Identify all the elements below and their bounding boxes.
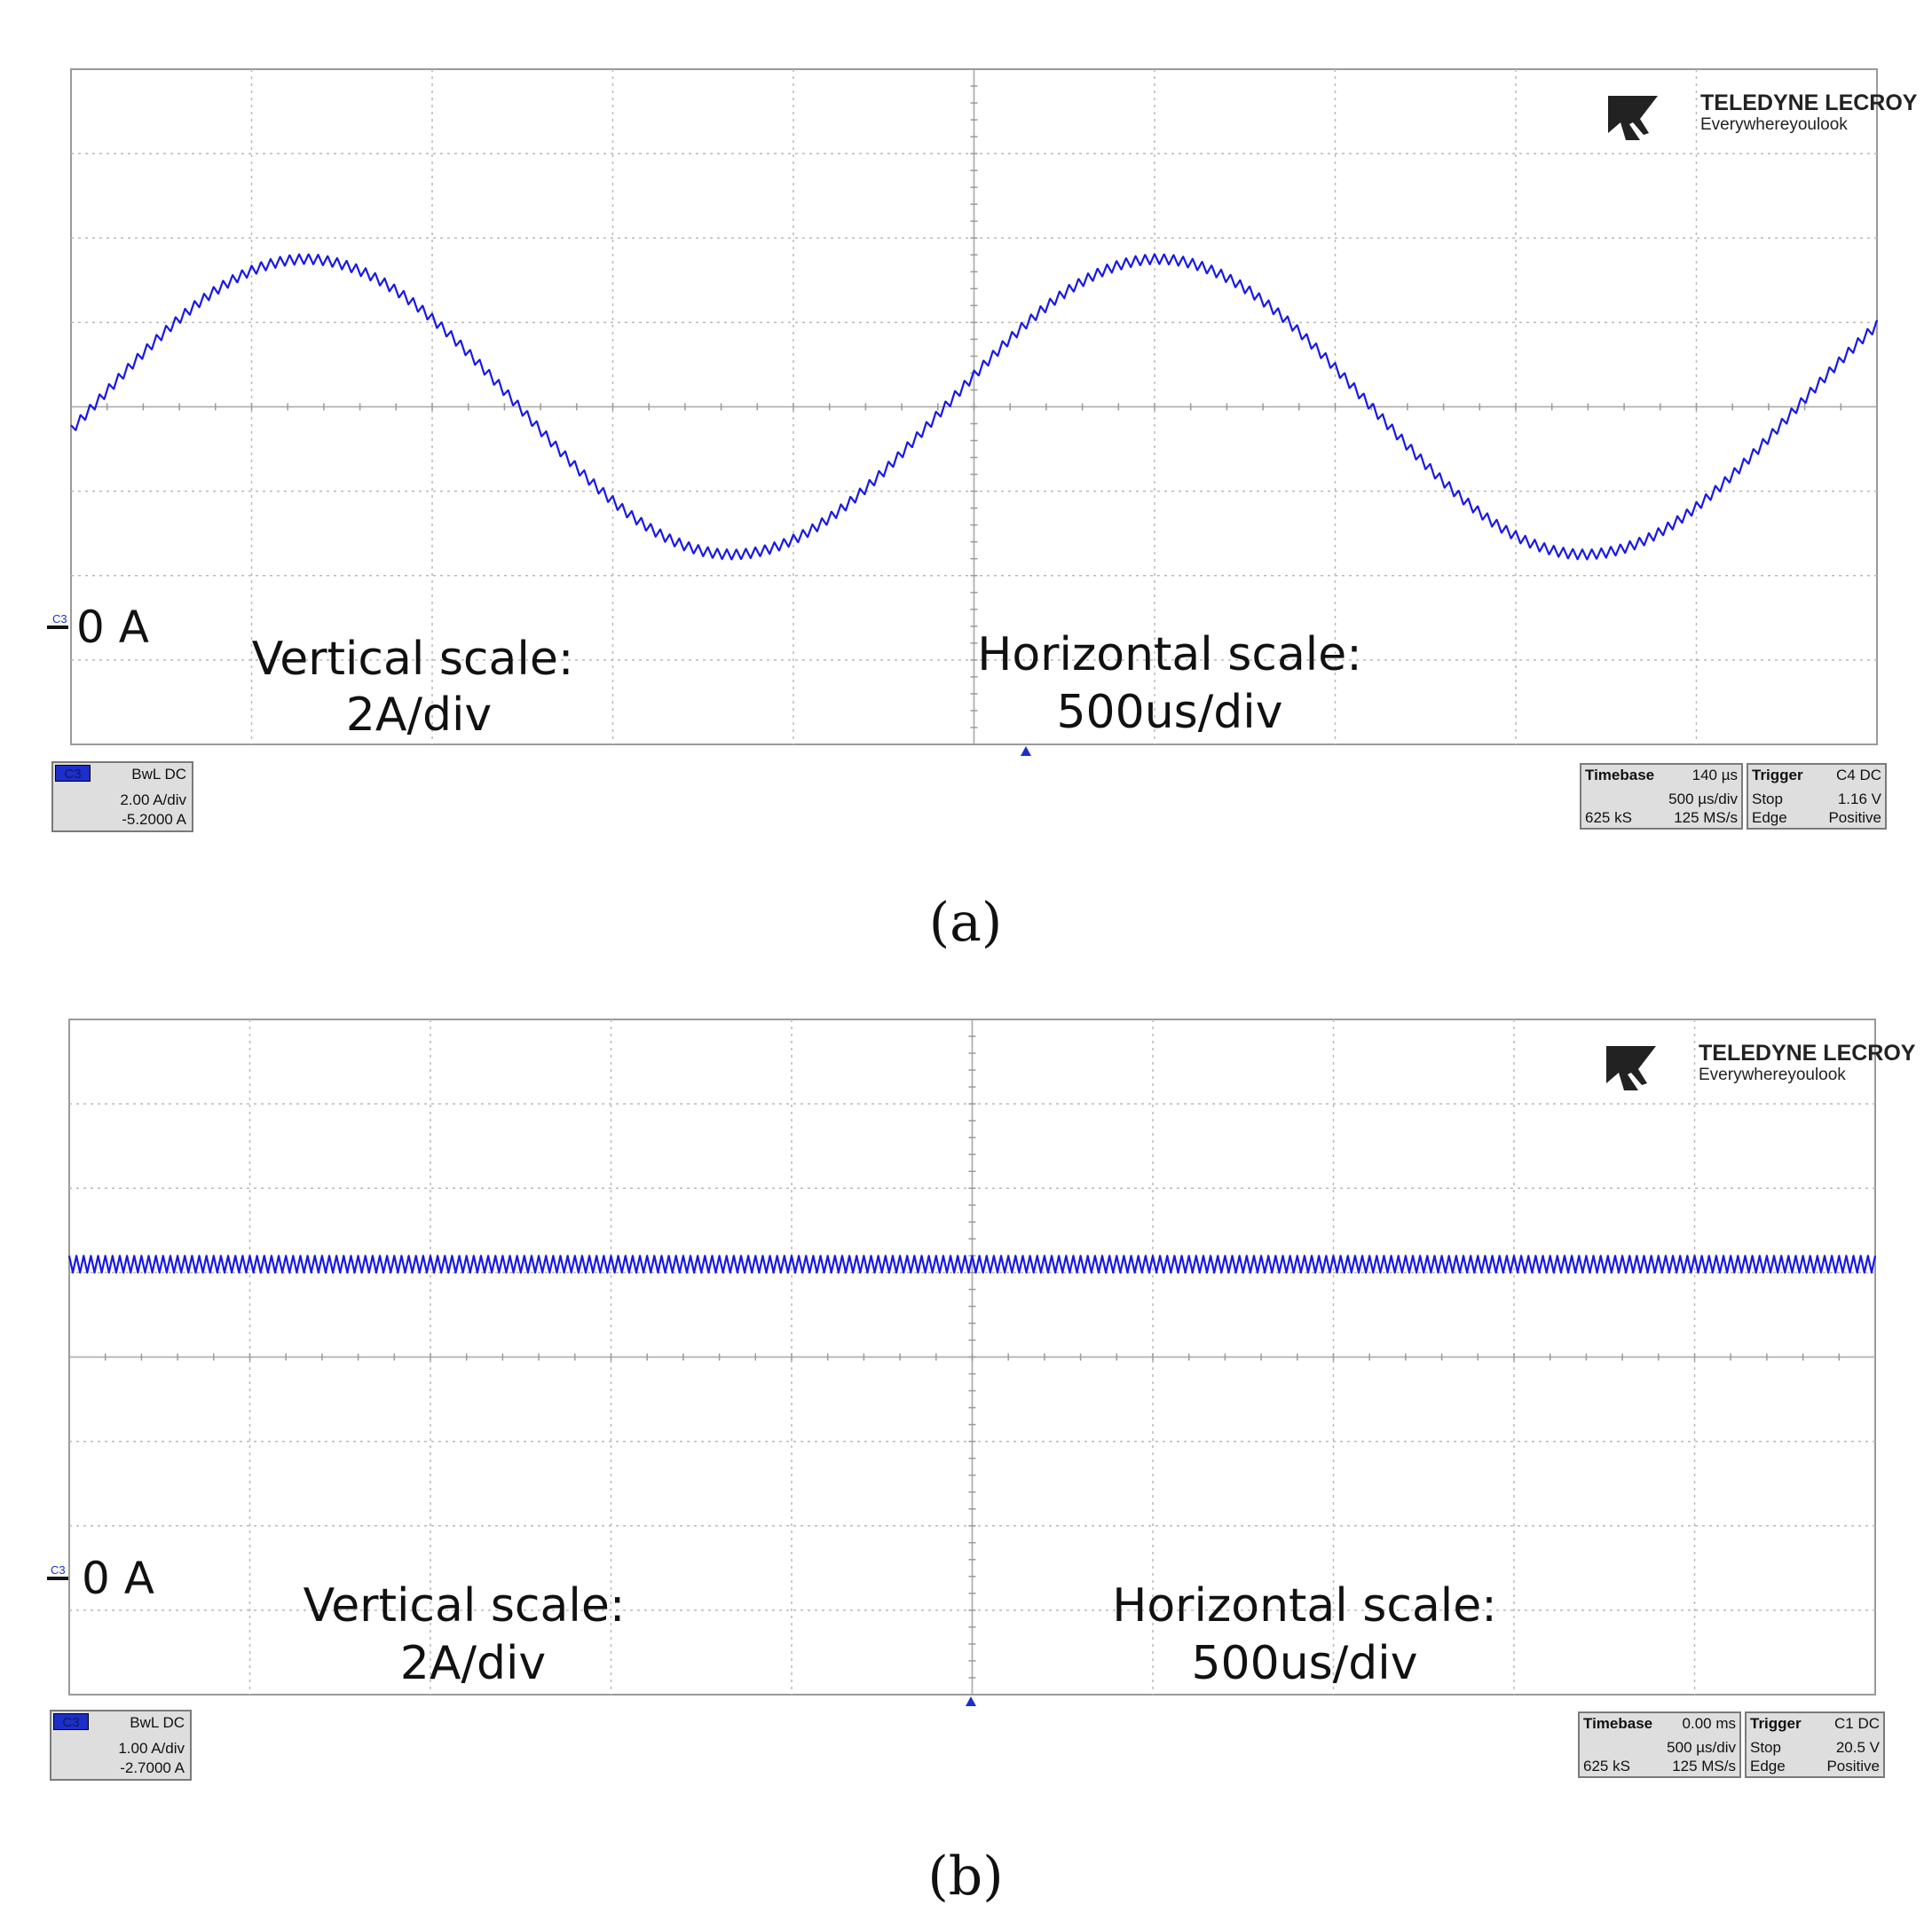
- zero-marker-channel: C3: [52, 612, 67, 626]
- trigger-box[interactable]: Trigger C4 DC Stop 1.16 V Edge Positive: [1747, 763, 1887, 830]
- channel-offset: -5.2000 A: [122, 811, 186, 828]
- brand-name: TELEDYNE LECROY: [1700, 90, 1918, 115]
- zero-marker-dash: [47, 1577, 68, 1580]
- zero-marker-label: 0 A: [76, 602, 149, 653]
- vertical-scale-label: Vertical scale:: [304, 1579, 626, 1633]
- timebase-rate: 125 MS/s: [1674, 809, 1738, 826]
- trigger-mode: Stop: [1750, 1739, 1781, 1756]
- horizontal-scale-value: 500us/div: [1191, 1637, 1417, 1690]
- brand-name: TELEDYNE LECROY: [1699, 1041, 1916, 1066]
- channel-scale: 2.00 A/div: [120, 791, 186, 808]
- vertical-scale-value: 2A/div: [400, 1637, 546, 1690]
- zero-marker: C3 0 A: [47, 602, 149, 653]
- trigger-title: Trigger: [1750, 1715, 1802, 1732]
- scope-plot-b: TELEDYNE LECROY Everywhereyoulook C3 0 A…: [47, 1019, 1916, 1706]
- timebase-rate: 125 MS/s: [1672, 1758, 1736, 1774]
- trigger-mode: Stop: [1752, 791, 1783, 807]
- channel-tag: C3: [53, 1713, 89, 1730]
- trigger-level: 1.16 V: [1837, 791, 1881, 807]
- timebase-title: Timebase: [1585, 767, 1655, 783]
- scope-panel-b: TELEDYNE LECROY Everywhereyoulook C3 0 A…: [0, 958, 1932, 1912]
- center-ticks: [68, 1019, 1876, 1696]
- channel-info-box[interactable]: C3 BwL DC 2.00 A/div -5.2000 A: [51, 761, 193, 832]
- scope-plot-a: TELEDYNE LECROY Everywhereyoulook C3 0 A…: [47, 68, 1918, 756]
- lecroy-logo-icon: [1606, 1046, 1656, 1090]
- panel-caption: (a): [928, 892, 1003, 954]
- current-trace: [70, 253, 1879, 561]
- scope-panel-a: TELEDYNE LECROY Everywhereyoulook C3 0 A…: [47, 68, 1918, 954]
- channel-scale: 1.00 A/div: [118, 1740, 185, 1757]
- panel-caption: (b): [927, 1845, 1004, 1908]
- lecroy-logo-icon: [1608, 96, 1658, 140]
- teledyne-lecroy-logo: TELEDYNE LECROY Everywhereyoulook: [1606, 1041, 1916, 1090]
- horizontal-scale-label: Horizontal scale:: [1112, 1579, 1497, 1633]
- timebase-samples: 625 kS: [1583, 1758, 1630, 1774]
- trigger-title: Trigger: [1752, 767, 1803, 783]
- timebase-box[interactable]: Timebase 140 µs 500 µs/div 625 kS 125 MS…: [1580, 763, 1743, 830]
- trigger-box[interactable]: Trigger C1 DC Stop 20.5 V Edge Positive: [1745, 1711, 1885, 1778]
- horizontal-scale-value: 500us/div: [1056, 686, 1282, 739]
- vertical-scale-label: Vertical scale:: [252, 633, 574, 686]
- center-ticks: [70, 68, 1878, 745]
- vertical-scale-value: 2A/div: [346, 688, 492, 742]
- channel-info-box[interactable]: C3 BwL DC 1.00 A/div -2.7000 A: [50, 1710, 192, 1781]
- channel-offset: -2.7000 A: [120, 1759, 185, 1776]
- trigger-slope: Positive: [1828, 809, 1881, 826]
- trigger-type: Edge: [1750, 1758, 1786, 1774]
- trigger-source: C4 DC: [1835, 767, 1881, 783]
- trigger-slope: Positive: [1826, 1758, 1880, 1774]
- channel-bandwidth: BwL DC: [131, 766, 186, 783]
- timebase-delay: 0.00 ms: [1682, 1715, 1736, 1732]
- brand-tagline: Everywhereyoulook: [1700, 115, 1848, 134]
- zero-marker: C3 0 A: [47, 1553, 154, 1604]
- trigger-position-marker: [966, 1696, 976, 1706]
- trigger-source: C1 DC: [1833, 1715, 1880, 1732]
- zero-marker-label: 0 A: [82, 1553, 154, 1604]
- trigger-position-marker: [1021, 746, 1031, 756]
- brand-tagline: Everywhereyoulook: [1699, 1066, 1846, 1084]
- channel-bandwidth: BwL DC: [130, 1714, 185, 1731]
- timebase-samples: 625 kS: [1585, 809, 1632, 826]
- timebase-scale: 500 µs/div: [1667, 1739, 1736, 1756]
- timebase-delay: 140 µs: [1691, 767, 1738, 783]
- zero-marker-dash: [47, 626, 68, 629]
- channel-tag: C3: [55, 765, 91, 782]
- zero-marker-channel: C3: [51, 1563, 66, 1577]
- trigger-level: 20.5 V: [1835, 1739, 1880, 1756]
- horizontal-scale-label: Horizontal scale:: [977, 628, 1362, 681]
- current-trace: [67, 1255, 1877, 1274]
- trigger-type: Edge: [1752, 809, 1787, 826]
- teledyne-lecroy-logo: TELEDYNE LECROY Everywhereyoulook: [1608, 90, 1918, 140]
- timebase-scale: 500 µs/div: [1668, 791, 1738, 807]
- timebase-box[interactable]: Timebase 0.00 ms 500 µs/div 625 kS 125 M…: [1578, 1711, 1741, 1778]
- timebase-title: Timebase: [1583, 1715, 1653, 1732]
